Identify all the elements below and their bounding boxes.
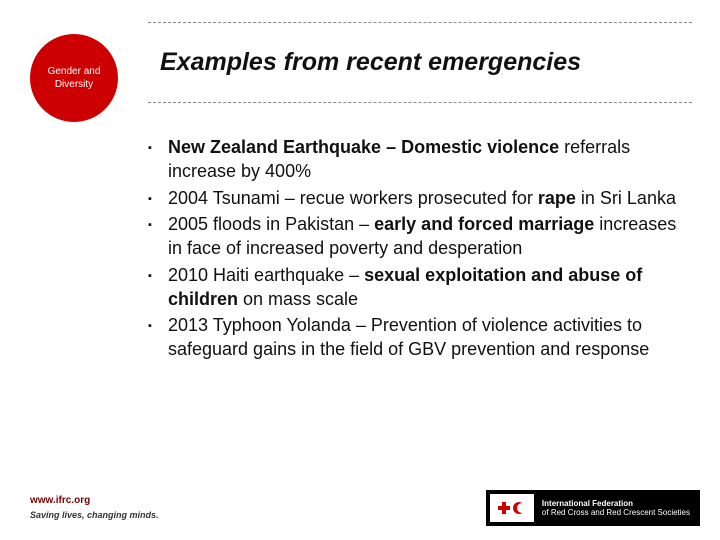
- divider-top: [148, 22, 692, 23]
- logo-line2: of Red Cross and Red Crescent Societies: [542, 508, 690, 517]
- footer-url: www.ifrc.org: [30, 495, 90, 506]
- text-segment: on mass scale: [243, 289, 358, 309]
- text-segment: rape: [538, 188, 576, 208]
- red-cross-icon: [498, 502, 510, 514]
- text-segment: 2013 Typhoon Yolanda – Prevention of vio…: [168, 315, 649, 359]
- red-crescent-icon: [513, 502, 525, 514]
- logo-text: International Federation of Red Cross an…: [542, 499, 690, 517]
- brand-circle-label: Gender and Diversity: [30, 65, 118, 91]
- text-segment: 2010 Haiti earthquake –: [168, 265, 364, 285]
- footer: www.ifrc.org Saving lives, changing mind…: [0, 486, 720, 540]
- list-item: 2005 floods in Pakistan – early and forc…: [148, 213, 684, 261]
- text-segment: 2004 Tsunami – recue workers prosecuted …: [168, 188, 538, 208]
- text-segment: in Sri Lanka: [576, 188, 676, 208]
- brand-circle: Gender and Diversity: [30, 34, 118, 122]
- list-item: 2013 Typhoon Yolanda – Prevention of vio…: [148, 314, 684, 362]
- text-segment: early and forced marriage: [374, 214, 599, 234]
- list-item: 2010 Haiti earthquake – sexual exploitat…: [148, 264, 684, 312]
- list-item: New Zealand Earthquake – Domestic violen…: [148, 136, 684, 184]
- ifrc-logo: International Federation of Red Cross an…: [486, 490, 700, 526]
- logo-line1: International Federation: [542, 499, 690, 508]
- slide-title: Examples from recent emergencies: [160, 48, 581, 77]
- emblem-box: [490, 494, 534, 522]
- content-area: New Zealand Earthquake – Domestic violen…: [148, 136, 684, 365]
- list-item: 2004 Tsunami – recue workers prosecuted …: [148, 187, 684, 211]
- footer-tagline: Saving lives, changing minds.: [30, 510, 159, 520]
- text-segment: 2005 floods in Pakistan –: [168, 214, 374, 234]
- divider-bottom: [148, 102, 692, 103]
- text-segment: New Zealand Earthquake – Domestic violen…: [168, 137, 564, 157]
- bullet-list: New Zealand Earthquake – Domestic violen…: [148, 136, 684, 362]
